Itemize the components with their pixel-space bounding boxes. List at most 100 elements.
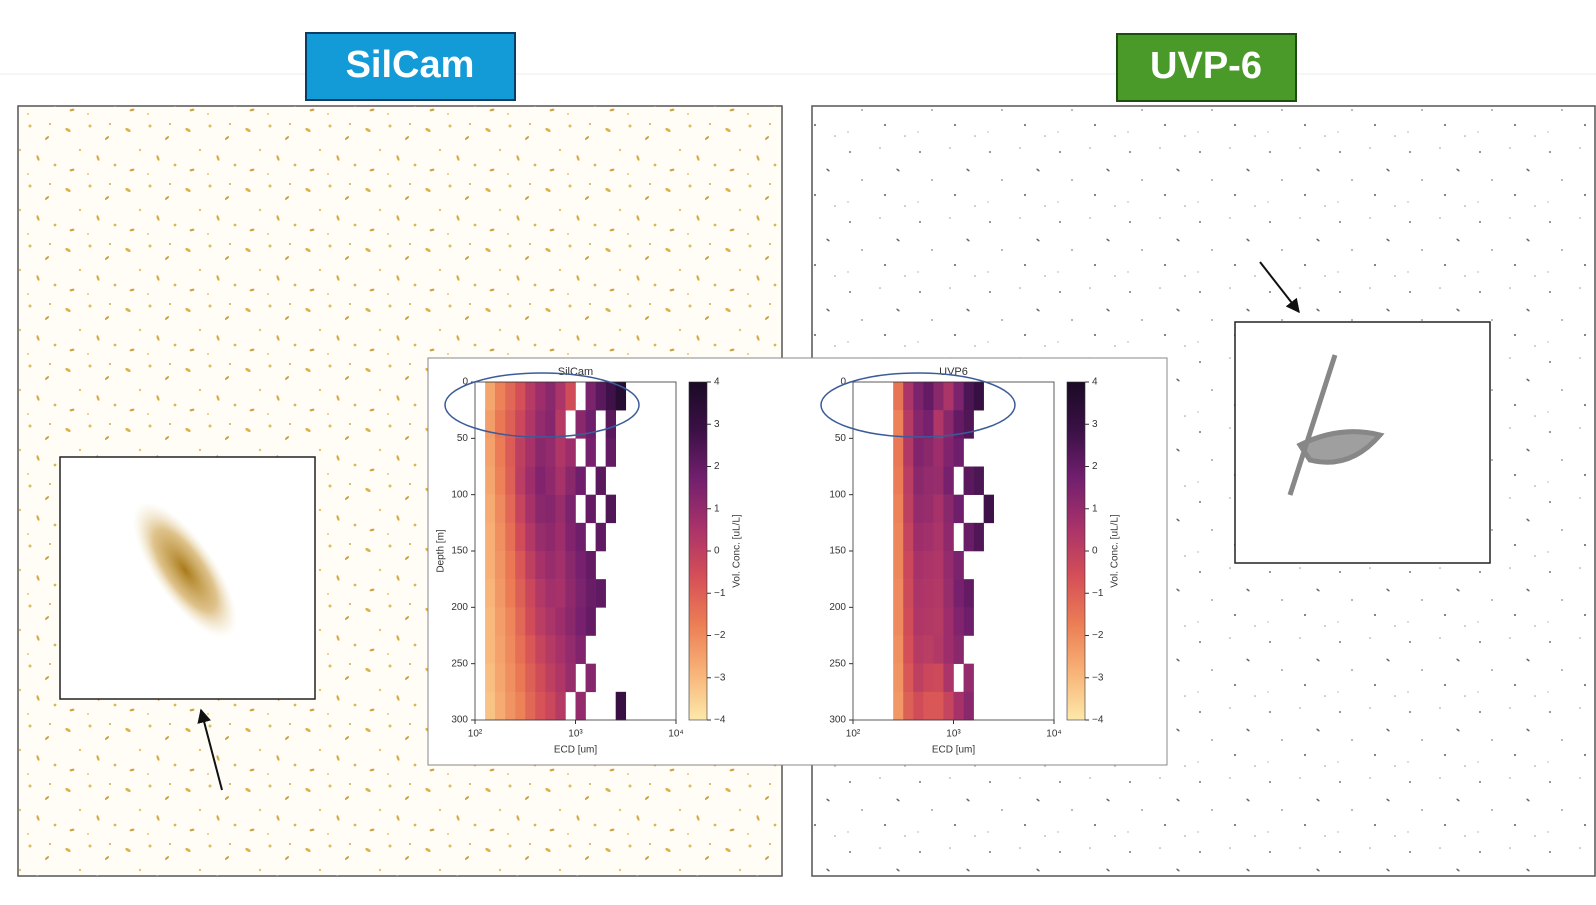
heat-cell [963,663,974,693]
colorbar-tick-label: −2 [714,630,726,641]
heat-cell [923,410,934,439]
heat-cell [555,691,566,721]
heat-cell [525,438,536,467]
heat-cell [535,522,546,552]
heat-cell [605,382,617,411]
heat-cell [535,607,546,636]
heat-cell [505,410,516,439]
heat-cell [535,579,546,608]
x-tick-label: 10² [468,729,483,740]
heat-cell [963,691,974,721]
heat-cell [555,522,566,552]
heat-cell [494,466,506,495]
heat-cell [505,466,516,495]
heat-cell [535,551,546,580]
heat-cell [963,466,974,495]
heat-cell [515,663,526,693]
arrow [197,708,223,791]
heat-cell [545,522,556,552]
heat-cell [933,382,944,411]
heat-cell [535,635,546,664]
y-tick-label: 100 [451,489,468,500]
heat-cell [963,579,974,608]
heat-cell [903,494,914,524]
heat-cell [913,551,924,580]
heat-cell [575,607,586,636]
heat-cell [505,579,516,608]
heat-cell [505,635,516,664]
heat-cell [515,607,526,636]
heat-cell [615,691,627,721]
heat-cell [595,466,606,495]
heat-cell [535,663,546,693]
heat-cell [555,438,566,467]
heat-cell [893,663,904,693]
heat-cell [485,663,496,693]
heat-cell [893,607,904,636]
heat-cell [933,438,944,467]
heat-cell [943,607,954,636]
heat-cell [605,494,617,524]
heat-cell [494,551,506,580]
heat-cell [923,607,934,636]
label-box [305,32,516,101]
heat-cell [595,382,606,411]
y-axis-label: Depth [m] [436,529,447,573]
heat-cell [565,522,576,552]
heat-cell [595,579,606,608]
heat-cell [555,663,566,693]
heat-cell [525,522,536,552]
heat-cell [913,607,924,636]
y-tick-label: 50 [835,433,847,444]
colorbar-tick-label: −3 [714,672,726,683]
y-tick-label: 250 [451,658,468,669]
heat-cell [494,410,506,439]
heat-cell [565,579,576,608]
heat-cell [893,635,904,664]
y-tick-label: 0 [840,377,846,388]
heat-cell [953,691,964,721]
y-tick-label: 100 [829,489,846,500]
heat-cell [515,522,526,552]
heat-cell [494,579,506,608]
heat-cell [893,410,904,439]
heat-cell [585,579,596,608]
heat-cell [515,466,526,495]
colorbar-tick-label: 4 [714,377,720,388]
organism [1287,354,1385,496]
heat-cell [953,382,964,411]
heat-cell [903,635,914,664]
heat-cell [585,607,596,636]
y-tick-label: 250 [829,658,846,669]
heat-cell [545,663,556,693]
heat-cell [485,522,496,552]
heat-cell [555,579,566,608]
heat-cell [943,382,954,411]
heat-cell [575,579,586,608]
colorbar [1066,381,1086,721]
heat-cell [494,382,506,411]
heat-cell [525,579,536,608]
heat-cell [923,551,934,580]
heat-cell [903,551,914,580]
heat-cell [555,494,566,524]
heat-cell [575,410,586,439]
heat-cell [505,522,516,552]
heat-cell [943,635,954,664]
colorbar-tick-label: −2 [1092,630,1104,641]
heat-cell [953,607,964,636]
heat-cell [585,494,596,524]
heat-cell [953,551,964,580]
colorbar-tick-label: 2 [1092,461,1098,472]
y-tick-label: 150 [829,546,846,557]
colorbar-tick-label: 1 [714,503,720,514]
heat-cell [485,607,496,636]
heat-cell [565,551,576,580]
heat-cell [913,438,924,467]
heat-cell [903,663,914,693]
label-box [1116,33,1297,102]
heat-cell [903,691,914,721]
heat-cell [903,466,914,495]
heat-cell [525,494,536,524]
heat-cell [485,466,496,495]
